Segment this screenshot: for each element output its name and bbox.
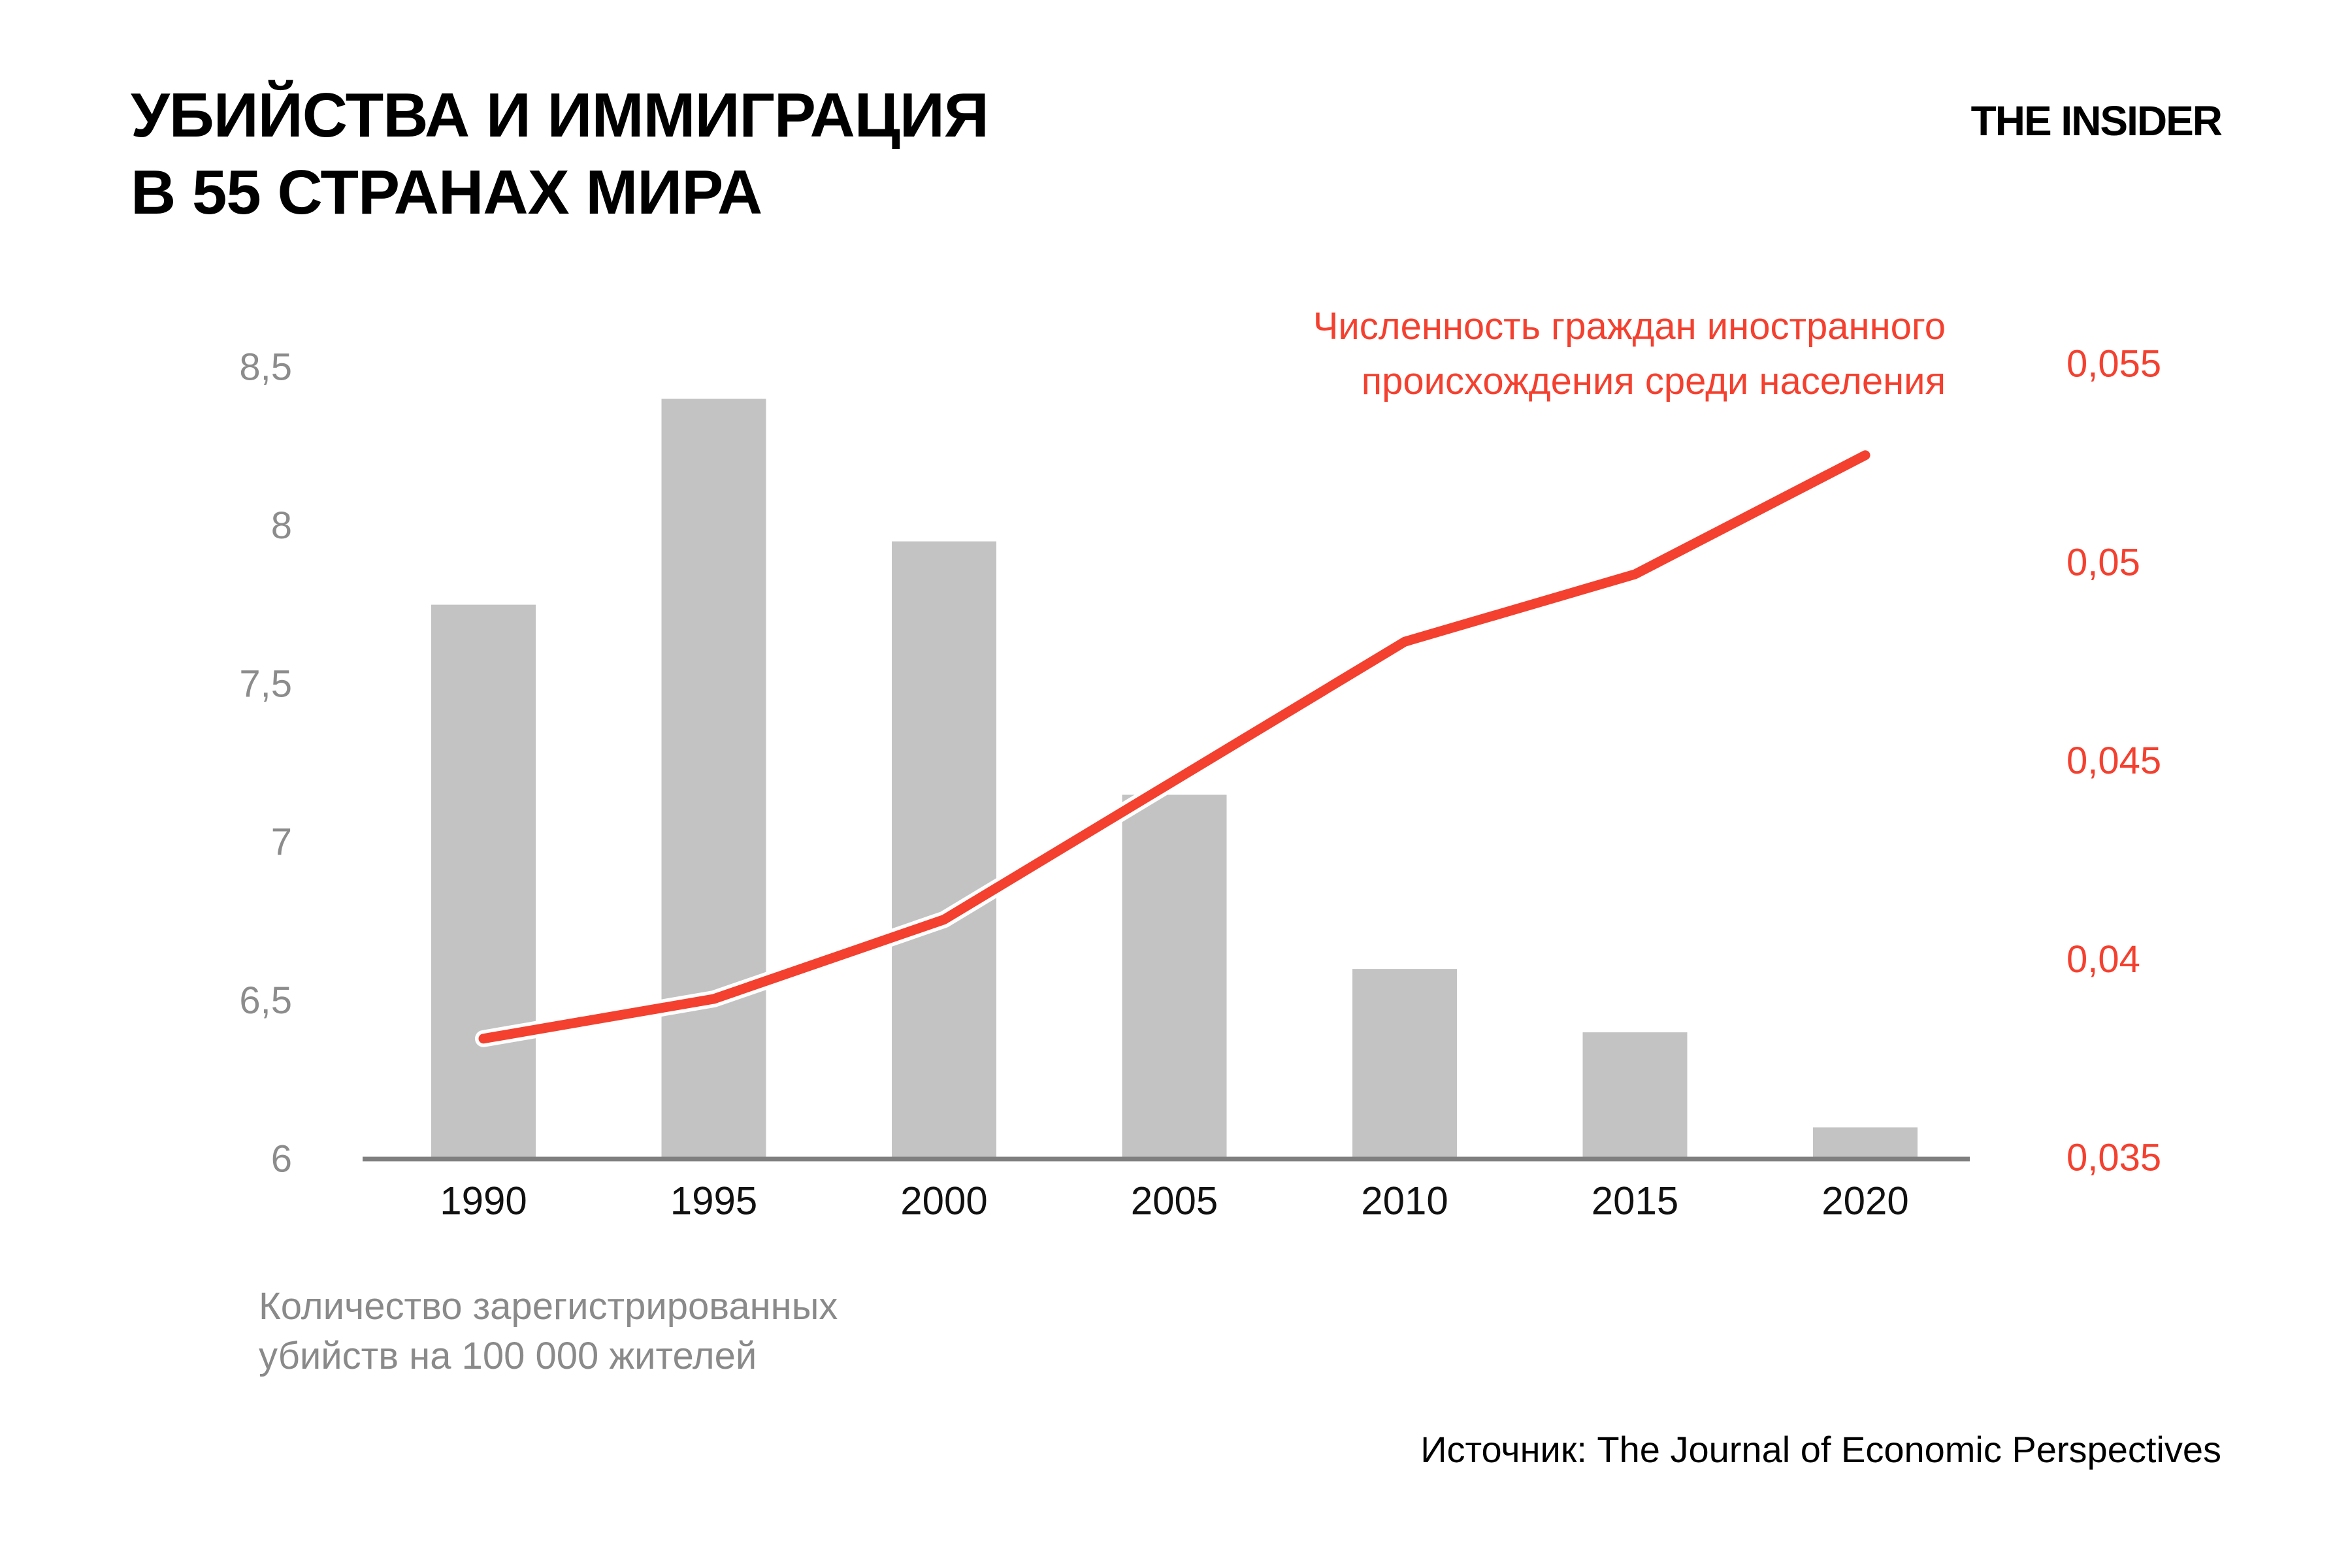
bar-2020 <box>1813 1127 1918 1158</box>
x-axis-label-1995: 1995 <box>670 1179 757 1223</box>
page-title-line2: В 55 СТРАНАХ МИРА <box>131 157 762 227</box>
source-note: Источник: The Journal of Economic Perspe… <box>1420 1429 2221 1470</box>
the-insider-logo: THE INSIDER <box>1970 97 2223 144</box>
bar-2000 <box>892 541 996 1158</box>
x-axis-label-1990: 1990 <box>440 1179 527 1223</box>
immigration-line <box>478 450 1870 1044</box>
x-axis-label-2005: 2005 <box>1131 1179 1218 1223</box>
right-axis-tick-0,055: 0,055 <box>2066 343 2161 385</box>
bar-series-caption: Количество зарегистрированных убийств на… <box>259 1282 838 1381</box>
bar-series-caption-line1: Количество зарегистрированных <box>259 1285 838 1328</box>
bar-2010 <box>1352 969 1457 1158</box>
page-title-line1: УБИЙСТВА И ИММИГРАЦИЯ <box>131 80 989 150</box>
x-axis-label-2010: 2010 <box>1361 1179 1448 1223</box>
bar-series-caption-line2: убийств на 100 000 жителей <box>259 1335 757 1377</box>
left-axis-tick-6,5: 6,5 <box>239 979 292 1022</box>
left-axis-tick-8: 8 <box>271 504 292 547</box>
right-axis-tick-0,05: 0,05 <box>2066 541 2140 583</box>
right-axis-tick-0,035: 0,035 <box>2066 1137 2161 1179</box>
line-series-annotation-line2: происхождения среди населения <box>1361 360 1946 402</box>
x-axis-label-2020: 2020 <box>1821 1179 1908 1223</box>
line-series-annotation: Численность граждан иностранного происхо… <box>1313 299 1946 409</box>
right-axis-tick-0,045: 0,045 <box>2066 740 2161 782</box>
left-axis-tick-7: 7 <box>271 821 292 864</box>
x-axis-label-2015: 2015 <box>1592 1179 1678 1223</box>
left-axis-tick-6: 6 <box>271 1138 292 1181</box>
left-axis-tick-7,5: 7,5 <box>239 662 292 705</box>
page-title: УБИЙСТВА И ИММИГРАЦИЯ В 55 СТРАНАХ МИРА <box>131 77 989 231</box>
x-axis-label-2000: 2000 <box>900 1179 987 1223</box>
bar-2015 <box>1582 1032 1688 1158</box>
bar-1990 <box>431 604 536 1158</box>
bar-1995 <box>661 399 766 1158</box>
line-series-annotation-line1: Численность граждан иностранного <box>1313 305 1946 348</box>
left-axis-tick-8,5: 8,5 <box>239 346 292 389</box>
right-axis-tick-0,04: 0,04 <box>2066 938 2140 981</box>
bar-2005 <box>1122 794 1227 1158</box>
